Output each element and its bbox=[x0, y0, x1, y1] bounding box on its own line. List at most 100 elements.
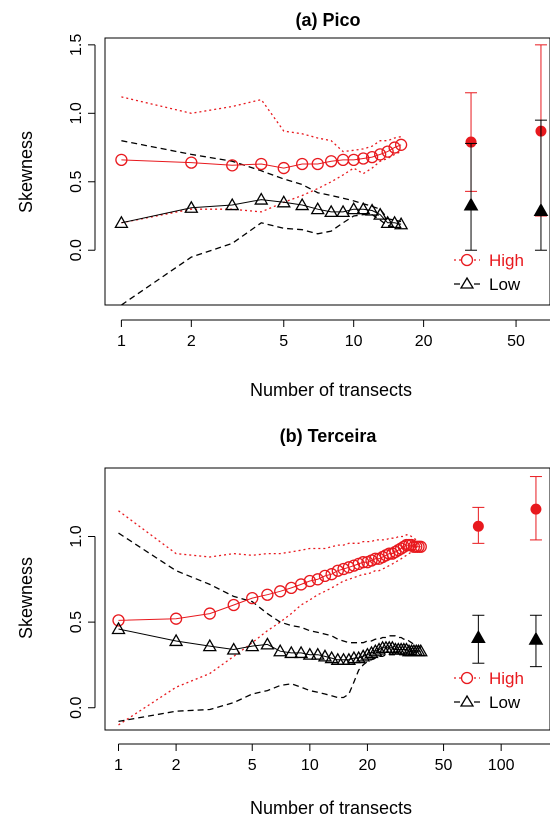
series-high-upper-bound bbox=[118, 510, 422, 558]
panel-a-markers bbox=[114, 138, 409, 230]
panel-a-pico: (a) Pico 1 2 5 10 20 50 0.0 0.5 1.0 1.5 Number o… bbox=[16, 10, 550, 400]
series-low-point bbox=[276, 194, 291, 208]
x-tick-label: 50 bbox=[435, 757, 453, 774]
panel-b-x-axis: 1 2 5 10 20 50 100 bbox=[114, 743, 550, 774]
x-tick-label: 10 bbox=[345, 333, 363, 350]
series-high-point bbox=[303, 574, 316, 588]
series-low-point bbox=[202, 638, 217, 652]
series-high-upper-bound bbox=[121, 96, 402, 153]
summary-high-point bbox=[530, 503, 542, 515]
panel-a-title: (a) Pico bbox=[295, 10, 360, 30]
series-high-point bbox=[226, 159, 239, 172]
series-low-point bbox=[335, 204, 351, 218]
panel-b-legend: High Low bbox=[454, 669, 524, 712]
panel-b-terceira: (b) Terceira 1 2 5 10 20 50 100 0.0 0.5 1.0 Numb… bbox=[16, 426, 550, 818]
series-low-point bbox=[184, 200, 199, 213]
series-high-point bbox=[261, 588, 274, 601]
x-tick-label: 100 bbox=[488, 757, 515, 774]
y-tick-label: 1.0 bbox=[68, 102, 85, 124]
series-low-point bbox=[356, 201, 371, 215]
series-low-lower-bound bbox=[118, 654, 421, 723]
panel-b-bands bbox=[118, 510, 422, 726]
series-low-point bbox=[302, 647, 317, 660]
x-tick-label: 1 bbox=[117, 333, 126, 350]
series-low-point bbox=[293, 645, 309, 659]
series-low-point bbox=[310, 201, 325, 215]
series-high-point bbox=[388, 141, 401, 154]
series-high-point bbox=[294, 578, 308, 591]
y-tick-label: 0.0 bbox=[68, 239, 85, 261]
series-high-point bbox=[227, 598, 240, 612]
panel-a-x-axis: 1 2 5 10 20 50 bbox=[117, 319, 550, 350]
series-high-point bbox=[394, 138, 408, 151]
panel-b-y-axis-label: Skewness bbox=[16, 557, 36, 639]
series-high-point bbox=[357, 556, 370, 569]
series-low-upper-bound bbox=[118, 532, 422, 649]
summary-high-point bbox=[472, 520, 484, 532]
series-high-point bbox=[365, 150, 379, 164]
panel-b-markers bbox=[111, 538, 428, 665]
series-high-point bbox=[311, 157, 324, 171]
panel-b-legend-high-marker bbox=[460, 671, 474, 685]
series-high-point bbox=[296, 157, 309, 171]
series-high-point bbox=[115, 153, 128, 167]
series-low-point bbox=[284, 645, 299, 659]
x-tick-label: 2 bbox=[187, 333, 196, 350]
panel-a-legend-high-marker bbox=[460, 253, 474, 267]
summary-low-point bbox=[463, 197, 479, 211]
panel-b-legend-low-label: Low bbox=[489, 693, 521, 712]
y-tick-label: 0.0 bbox=[68, 697, 85, 719]
series-high-point bbox=[185, 156, 198, 169]
series-low-point bbox=[273, 643, 288, 657]
y-tick-label: 1.5 bbox=[68, 34, 85, 56]
series-high-point bbox=[203, 607, 216, 620]
series-high-point bbox=[274, 585, 287, 598]
y-tick-label: 0.5 bbox=[68, 611, 85, 633]
series-low-point bbox=[393, 216, 409, 230]
panel-a-summary-points bbox=[463, 44, 549, 251]
series-low-point bbox=[387, 215, 402, 228]
series-high-point bbox=[311, 573, 324, 586]
series-high-lower-bound bbox=[118, 547, 422, 726]
series-high-point bbox=[246, 591, 259, 605]
series-high-point bbox=[347, 153, 360, 167]
series-low-point bbox=[324, 204, 339, 218]
series-low-point bbox=[295, 197, 310, 211]
x-tick-label: 2 bbox=[172, 757, 181, 774]
series-low-point bbox=[373, 207, 388, 220]
panel-b-y-axis: 0.0 0.5 1.0 bbox=[68, 525, 96, 719]
panel-b-summary-points bbox=[470, 476, 544, 668]
series-high-point bbox=[325, 568, 338, 581]
series-high-point bbox=[277, 161, 290, 175]
series-low-point bbox=[111, 621, 126, 635]
summary-low-point bbox=[470, 630, 486, 644]
series-low-point bbox=[254, 192, 269, 205]
series-high-point bbox=[255, 157, 268, 171]
x-tick-label: 5 bbox=[279, 333, 288, 350]
series-low-point bbox=[310, 647, 325, 660]
series-low-point bbox=[346, 201, 361, 215]
panel-b-title: (b) Terceira bbox=[280, 426, 378, 446]
y-tick-label: 0.5 bbox=[68, 171, 85, 193]
series-low-point bbox=[385, 640, 400, 653]
series-high-point bbox=[374, 148, 387, 161]
series-low-point bbox=[413, 643, 428, 657]
panel-a-x-axis-label: Number of transects bbox=[250, 380, 412, 400]
panel-a-bands bbox=[121, 96, 402, 306]
panel-b-plot-frame bbox=[104, 467, 550, 731]
series-low-point bbox=[380, 215, 395, 228]
summary-low-point bbox=[533, 203, 549, 217]
panel-a-plot-frame bbox=[104, 37, 550, 306]
series-low-point bbox=[351, 650, 366, 664]
panel-a-legend-low-marker bbox=[459, 276, 475, 289]
panel-a-y-axis-label: Skewness bbox=[16, 131, 36, 213]
x-tick-label: 50 bbox=[507, 333, 525, 350]
series-low-point bbox=[324, 650, 339, 664]
series-high-point bbox=[357, 152, 370, 165]
x-tick-label: 20 bbox=[415, 333, 433, 350]
series-high-lower-bound bbox=[121, 151, 402, 224]
series-low-point bbox=[225, 197, 240, 211]
series-high-point bbox=[369, 552, 382, 565]
series-high-point bbox=[397, 540, 410, 553]
